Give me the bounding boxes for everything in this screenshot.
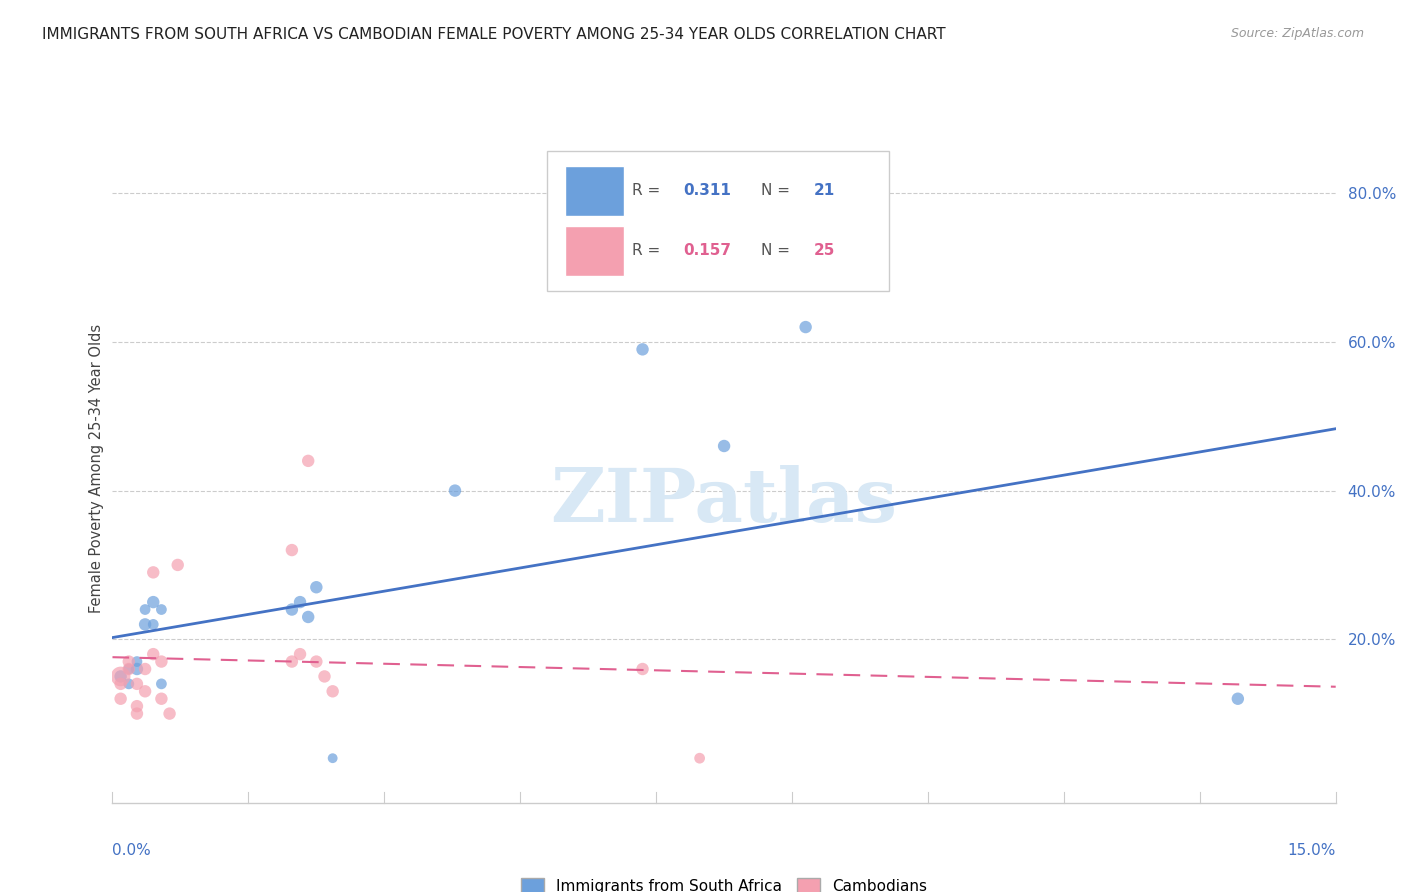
Point [631,343,654,357]
Point [689,751,711,765]
Point [281,602,304,616]
FancyBboxPatch shape [565,226,624,276]
Text: ZIPatlas: ZIPatlas [551,466,897,538]
Point [134,617,156,632]
Point [110,669,132,683]
Text: 25: 25 [814,244,835,259]
Point [444,483,467,498]
Text: 0.157: 0.157 [683,244,731,259]
Point [110,669,132,683]
Text: N =: N = [761,183,794,198]
Text: 0.0%: 0.0% [112,843,152,858]
Text: R =: R = [633,244,665,259]
Point [288,647,311,661]
Point [322,751,344,765]
Point [322,684,344,698]
Point [125,699,148,714]
Text: IMMIGRANTS FROM SOUTH AFRICA VS CAMBODIAN FEMALE POVERTY AMONG 25-34 YEAR OLDS C: IMMIGRANTS FROM SOUTH AFRICA VS CAMBODIA… [42,27,946,42]
Point [150,677,173,691]
Point [166,558,188,572]
Point [297,610,319,624]
Legend: Immigrants from South Africa, Cambodians: Immigrants from South Africa, Cambodians [513,871,935,892]
Point [142,647,165,661]
Point [1226,691,1249,706]
Text: 0.311: 0.311 [683,183,731,198]
Text: 15.0%: 15.0% [1288,843,1336,858]
Point [118,662,141,676]
Point [142,617,165,632]
Point [297,454,319,468]
Point [134,684,156,698]
Point [281,655,304,669]
Point [110,677,132,691]
Point [159,706,181,721]
Point [110,691,132,706]
Point [134,602,156,616]
Point [794,320,817,334]
Point [713,439,735,453]
Point [134,662,156,676]
Point [118,655,141,669]
Point [118,662,141,676]
Point [125,677,148,691]
FancyBboxPatch shape [547,151,889,291]
Text: Source: ZipAtlas.com: Source: ZipAtlas.com [1230,27,1364,40]
Point [631,662,654,676]
Y-axis label: Female Poverty Among 25-34 Year Olds: Female Poverty Among 25-34 Year Olds [89,324,104,613]
Point [125,706,148,721]
Point [314,669,336,683]
FancyBboxPatch shape [565,166,624,216]
Point [150,691,173,706]
Point [305,655,328,669]
Point [125,655,148,669]
Point [150,602,173,616]
Point [150,655,173,669]
Point [288,595,311,609]
Point [125,662,148,676]
Point [281,543,304,558]
Point [118,677,141,691]
Text: R =: R = [633,183,665,198]
Point [142,566,165,580]
Point [142,595,165,609]
Point [305,580,328,594]
Text: N =: N = [761,244,794,259]
Text: 21: 21 [814,183,835,198]
